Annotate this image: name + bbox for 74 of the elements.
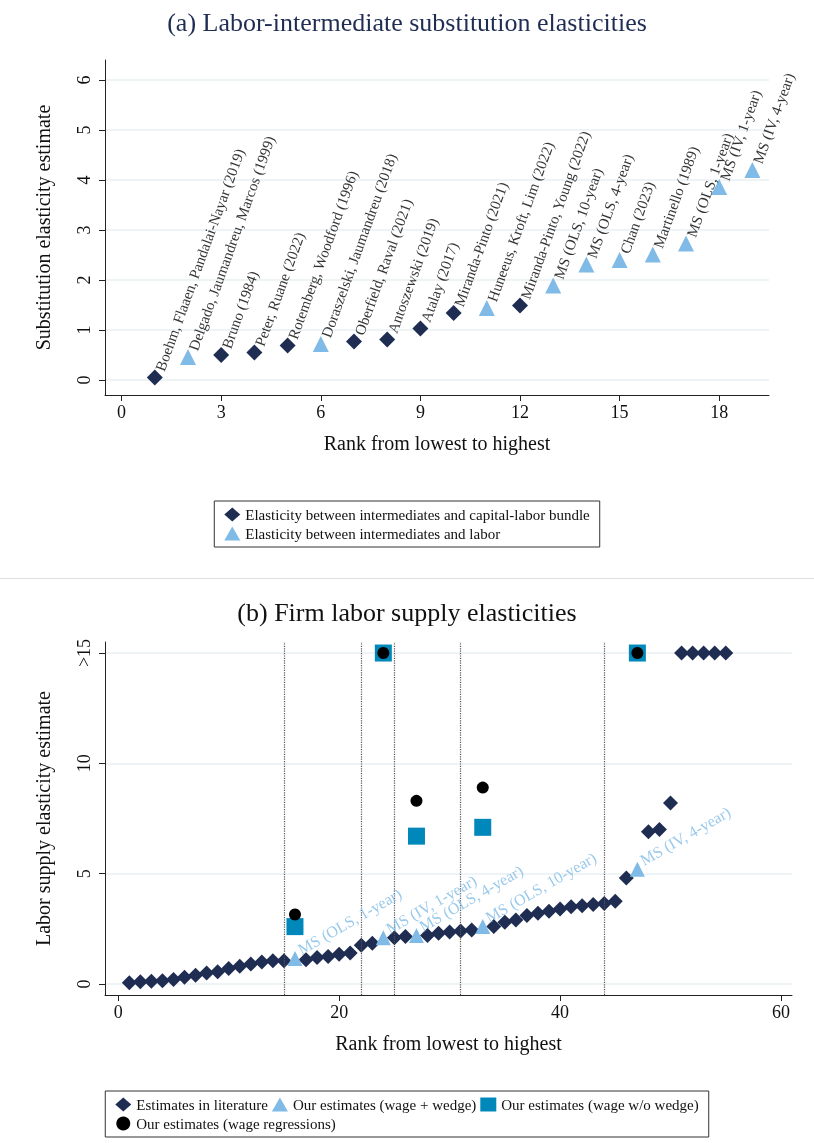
x-tick-label: 0 (117, 402, 127, 422)
point (121, 975, 137, 991)
point (611, 252, 628, 268)
point (254, 954, 270, 970)
point (276, 953, 292, 969)
y-tick-label: 0 (74, 375, 94, 385)
y-axis-title: Substitution elasticity estimate (32, 104, 55, 351)
chart-title: (b) Firm labor supply elasticities (237, 597, 577, 627)
point (331, 946, 347, 962)
point (552, 901, 568, 917)
point (744, 162, 761, 178)
y-tick-label: 5 (74, 869, 94, 879)
point (188, 967, 204, 983)
point (288, 908, 301, 921)
point (585, 897, 601, 913)
y-tick-label: 1 (74, 325, 94, 335)
point (177, 969, 193, 985)
x-tick-label: 18 (710, 402, 729, 422)
point (508, 912, 524, 928)
legend-label: Estimates in literature (136, 1096, 269, 1113)
point (607, 893, 623, 909)
point (143, 973, 159, 989)
point (210, 964, 226, 980)
y-tick-label: >15 (74, 638, 94, 668)
x-tick-label: 40 (551, 1002, 570, 1022)
point (663, 795, 678, 811)
x-tick-label: 9 (415, 402, 425, 422)
point (474, 818, 492, 836)
point (445, 305, 462, 321)
point (718, 645, 734, 661)
point (640, 824, 656, 840)
x-tick-label: 3 (216, 402, 226, 422)
chart-title: (a) Labor-intermediate substitution elasticities (167, 7, 647, 37)
point (286, 918, 304, 936)
point (407, 827, 425, 845)
point (410, 794, 423, 807)
point (165, 972, 181, 988)
x-tick-label: 6 (316, 402, 326, 422)
point (574, 898, 590, 914)
x-tick-label: 15 (610, 402, 629, 422)
x-tick-label: 12 (511, 402, 529, 422)
y-tick-label: 6 (74, 75, 94, 85)
point (442, 924, 458, 940)
x-tick-label: 60 (771, 1002, 790, 1022)
point (154, 973, 170, 989)
point (243, 956, 259, 972)
point (563, 899, 579, 915)
x-tick-label: 0 (113, 1002, 123, 1022)
legend-label: Elasticity between intermediates and capital-labor bundle (245, 506, 591, 523)
point (342, 945, 358, 961)
point (364, 935, 380, 951)
y-tick-label: 5 (74, 125, 94, 135)
point (221, 961, 237, 977)
legend-label: Our estimates (wage w/o wedge) (501, 1096, 699, 1114)
point (618, 870, 634, 886)
point (265, 953, 281, 969)
x-axis-title: Rank from lowest to highest (323, 432, 551, 455)
point (320, 948, 336, 964)
y-tick-label: 2 (74, 275, 94, 285)
point (232, 958, 248, 974)
legend-label: Our estimates (wage regressions) (136, 1115, 336, 1133)
x-axis-title: Rank from lowest to highest (335, 1032, 563, 1055)
y-tick-label: 3 (74, 225, 94, 235)
legend-label: Our estimates (wage + wedge) (292, 1096, 477, 1114)
x-tick-label: 20 (330, 1002, 349, 1022)
y-tick-label: 10 (74, 754, 94, 773)
point (464, 922, 480, 938)
point (476, 781, 489, 794)
point (199, 965, 215, 981)
y-axis-title: Labor supply elasticity estimate (32, 690, 55, 946)
point (132, 974, 148, 990)
y-tick-label: 0 (74, 979, 94, 989)
y-tick-label: 4 (74, 175, 94, 185)
legend-label: Elasticity between intermediates and labor (245, 525, 501, 542)
